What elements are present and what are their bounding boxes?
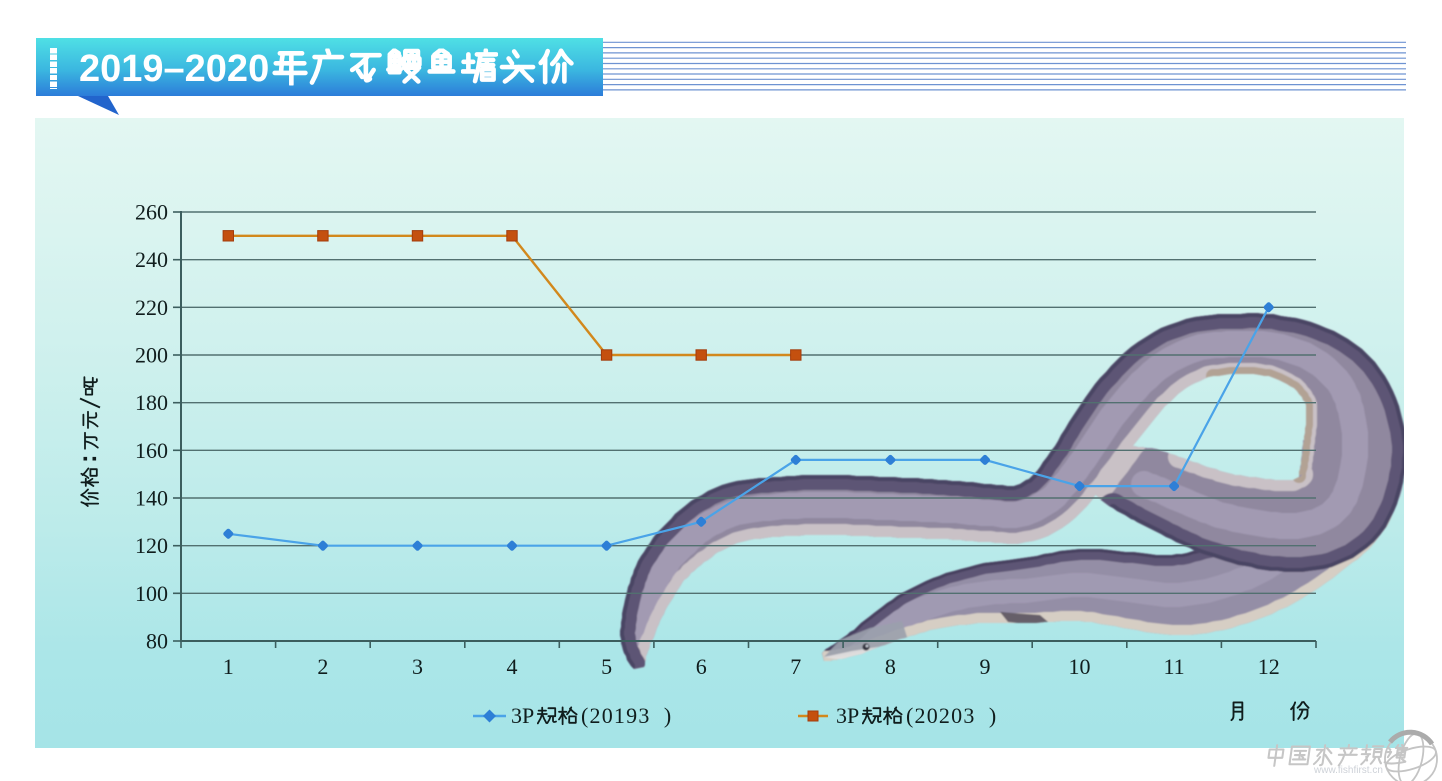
svg-text:9: 9: [980, 654, 991, 679]
svg-text:10: 10: [1069, 654, 1091, 679]
svg-text:80: 80: [146, 629, 168, 654]
svg-text:3P: 3P: [836, 703, 859, 728]
svg-text:240: 240: [135, 247, 168, 272]
svg-text:(20203 ): (20203 ): [906, 703, 997, 728]
svg-text:www.fishfirst.cn: www.fishfirst.cn: [1313, 765, 1383, 776]
svg-text:120: 120: [135, 533, 168, 558]
svg-text:11: 11: [1164, 654, 1185, 679]
svg-text:180: 180: [135, 390, 168, 415]
svg-text:7: 7: [790, 654, 801, 679]
svg-text:4: 4: [507, 654, 518, 679]
svg-text:2: 2: [317, 654, 328, 679]
svg-text:140: 140: [135, 486, 168, 511]
svg-text:2019–2020: 2019–2020: [79, 48, 269, 90]
svg-text:160: 160: [135, 438, 168, 463]
svg-text:(20193 ): (20193 ): [581, 703, 672, 728]
svg-text:220: 220: [135, 295, 168, 320]
svg-text:200: 200: [135, 343, 168, 368]
svg-text:8: 8: [885, 654, 896, 679]
svg-text:5: 5: [601, 654, 612, 679]
svg-text:100: 100: [135, 581, 168, 606]
svg-text:3P: 3P: [511, 703, 534, 728]
svg-text:260: 260: [135, 200, 168, 225]
svg-text:6: 6: [696, 654, 707, 679]
svg-text:12: 12: [1258, 654, 1280, 679]
svg-text:1: 1: [223, 654, 234, 679]
svg-text:3: 3: [412, 654, 423, 679]
